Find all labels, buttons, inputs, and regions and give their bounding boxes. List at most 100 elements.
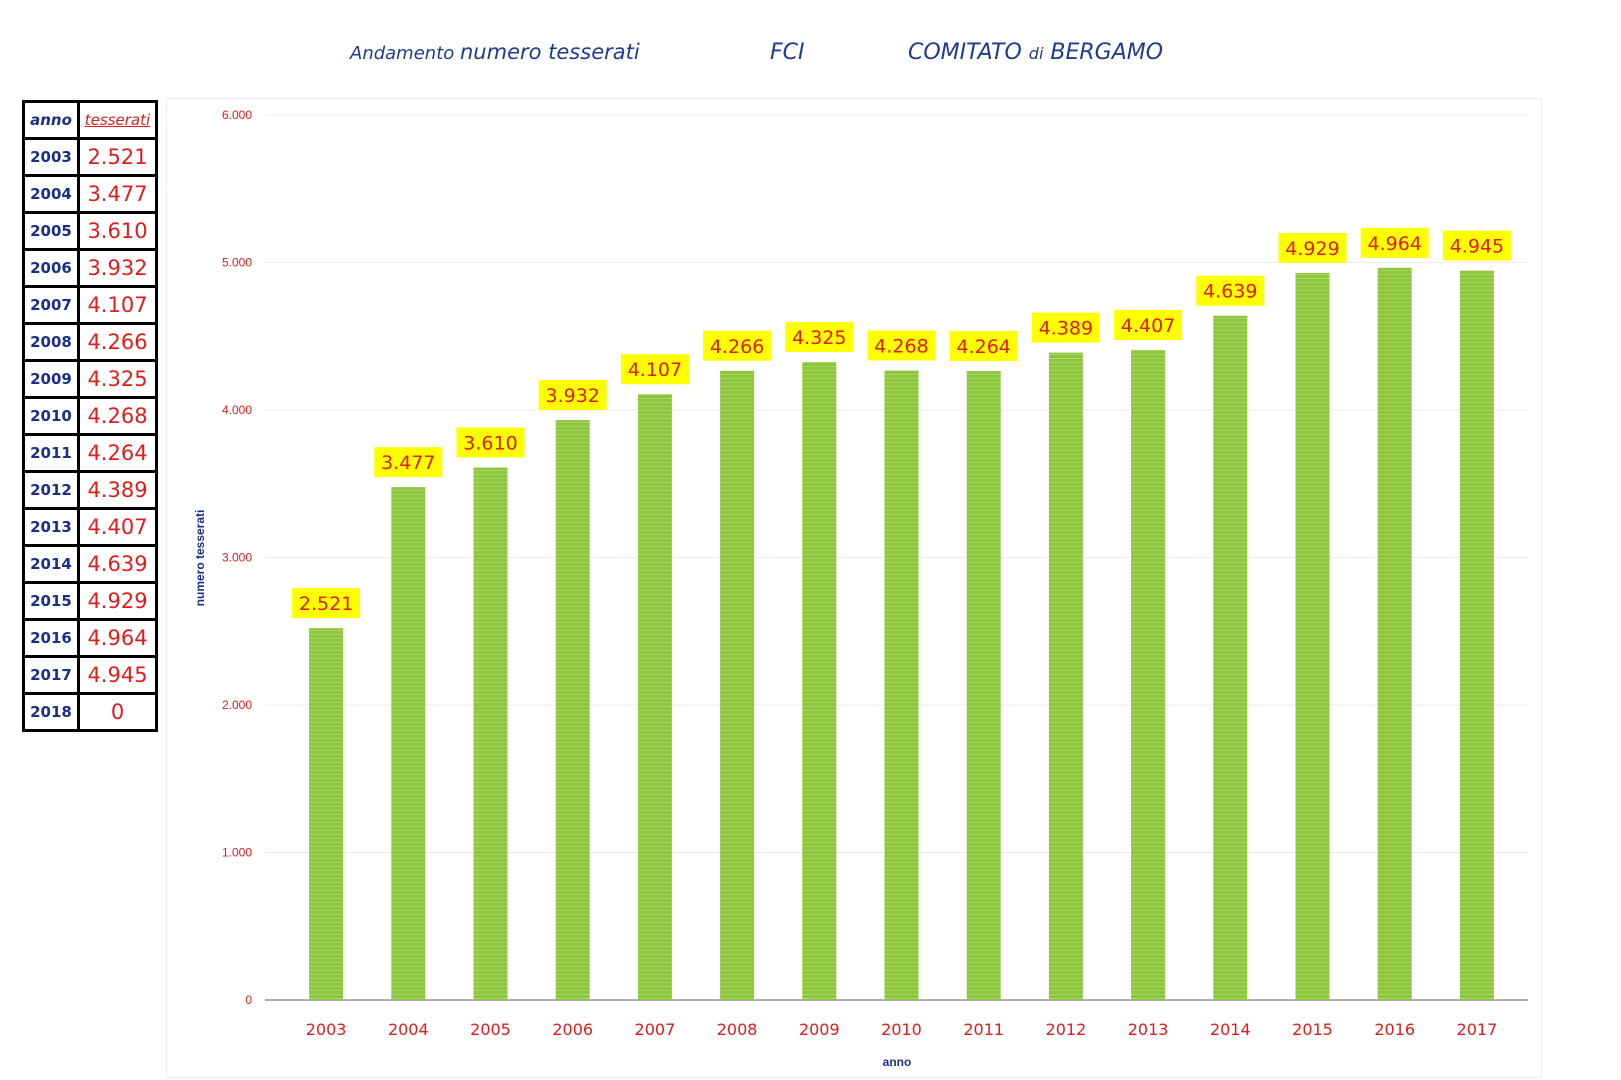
table-row: 2006 3.932 — [22, 248, 158, 288]
data-label-bg — [1114, 309, 1183, 340]
data-label-bg — [703, 330, 772, 361]
value-cell: 4.107 — [77, 285, 158, 325]
x-tick-label: 2006 — [552, 1020, 593, 1039]
table-row: 2010 4.268 — [22, 396, 158, 436]
data-label-bg — [1442, 230, 1511, 261]
data-label-bg — [785, 322, 854, 353]
x-tick-label: 2012 — [1046, 1020, 1087, 1039]
committee-label: COMITATO di BERGAMO — [908, 40, 1163, 65]
table-row: 2003 2.521 — [22, 137, 158, 177]
y-tick-label: 1.000 — [222, 846, 252, 860]
x-tick-label: 2003 — [306, 1020, 347, 1039]
value-cell: 0 — [77, 692, 158, 732]
table-row: 2008 4.266 — [22, 322, 158, 362]
year-cell: 2014 — [22, 544, 80, 584]
data-label: 4.639 — [1203, 281, 1257, 303]
year-cell: 2013 — [22, 507, 80, 547]
bar — [1048, 352, 1083, 1000]
bar — [884, 370, 919, 1001]
x-tick-label: 2004 — [388, 1020, 429, 1039]
year-cell: 2005 — [22, 211, 80, 251]
year-cell: 2017 — [22, 655, 80, 695]
title-part2: numero tesserati — [460, 40, 640, 64]
table-row: 2009 4.325 — [22, 359, 158, 399]
y-tick-label: 0 — [245, 993, 252, 1007]
data-label: 3.932 — [545, 385, 599, 407]
year-cell: 2011 — [22, 433, 80, 473]
data-label: 4.964 — [1367, 233, 1421, 255]
data-table: anno tesserati 2003 2.521 2004 3.477 2005 3.610… — [22, 100, 158, 732]
bar — [802, 362, 837, 1000]
value-cell: 3.932 — [77, 248, 158, 288]
y-tick-label: 2.000 — [222, 698, 252, 712]
x-tick-label: 2011 — [963, 1020, 1004, 1039]
y-tick-label: 4.000 — [222, 403, 252, 417]
table-row: 2016 4.964 — [22, 618, 158, 658]
bar — [1295, 272, 1330, 1000]
data-label: 4.268 — [874, 335, 928, 357]
bar — [473, 467, 508, 1000]
table-row: 2005 3.610 — [22, 211, 158, 251]
value-cell: 4.929 — [77, 581, 158, 621]
x-tick-label: 2010 — [881, 1020, 922, 1039]
data-label: 2.521 — [299, 593, 353, 615]
table-row: 2012 4.389 — [22, 470, 158, 510]
data-label-bg — [292, 588, 361, 619]
table-row: 2011 4.264 — [22, 433, 158, 473]
value-cell: 4.266 — [77, 322, 158, 362]
year-cell: 2012 — [22, 470, 80, 510]
x-tick-label: 2005 — [470, 1020, 511, 1039]
y-tick-label: 6.000 — [222, 108, 252, 122]
year-cell: 2016 — [22, 618, 80, 658]
x-axis-label: anno — [883, 1055, 912, 1069]
data-label: 3.477 — [381, 452, 435, 474]
data-label: 4.325 — [792, 327, 846, 349]
data-label: 3.610 — [463, 433, 517, 455]
bar — [966, 371, 1001, 1000]
data-label-bg — [1031, 312, 1100, 343]
value-cell: 4.407 — [77, 507, 158, 547]
value-cell: 4.389 — [77, 470, 158, 510]
year-cell: 2008 — [22, 322, 80, 362]
title-part1: Andamento — [350, 43, 455, 64]
org-label: FCI — [770, 40, 805, 65]
table-row: 2013 4.407 — [22, 507, 158, 547]
data-label-bg — [1278, 232, 1347, 263]
data-label-bg — [949, 331, 1018, 362]
x-tick-label: 2017 — [1457, 1020, 1498, 1039]
value-cell: 4.964 — [77, 618, 158, 658]
data-label: 4.264 — [956, 336, 1010, 358]
value-cell: 3.610 — [77, 211, 158, 251]
value-cell: 4.325 — [77, 359, 158, 399]
header-anno: anno — [22, 100, 80, 140]
value-cell: 4.639 — [77, 544, 158, 584]
data-label: 4.929 — [1285, 238, 1339, 260]
header-tesserati: tesserati — [77, 100, 158, 140]
table-header-row: anno tesserati — [22, 100, 158, 140]
data-label: 4.389 — [1039, 318, 1093, 340]
x-tick-label: 2016 — [1374, 1020, 1415, 1039]
data-label-bg — [1196, 275, 1265, 306]
x-tick-label: 2008 — [717, 1020, 758, 1039]
bar — [1377, 267, 1412, 1000]
x-tick-label: 2009 — [799, 1020, 840, 1039]
value-cell: 3.477 — [77, 174, 158, 214]
data-label-bg — [867, 330, 936, 361]
year-cell: 2007 — [22, 285, 80, 325]
x-tick-label: 2007 — [635, 1020, 676, 1039]
committee-part1: COMITATO — [908, 40, 1022, 65]
table-row: 2007 4.107 — [22, 285, 158, 325]
chart-frame — [166, 98, 1542, 1078]
x-tick-label: 2015 — [1292, 1020, 1333, 1039]
year-cell: 2006 — [22, 248, 80, 288]
value-cell: 4.268 — [77, 396, 158, 436]
data-label: 4.107 — [628, 359, 682, 381]
committee-part3: BERGAMO — [1050, 40, 1164, 65]
bar — [1459, 270, 1494, 1000]
data-label-bg — [620, 354, 689, 385]
chart-title: Andamento numero tesserati — [350, 40, 640, 64]
data-label-bg — [374, 447, 443, 478]
year-cell: 2018 — [22, 692, 80, 732]
table-row: 2017 4.945 — [22, 655, 158, 695]
